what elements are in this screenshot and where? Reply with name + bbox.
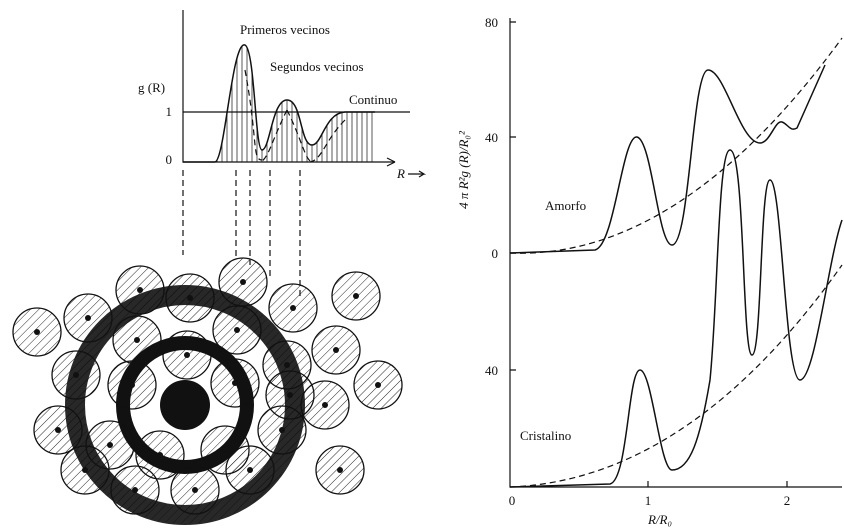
atom-center <box>137 287 143 293</box>
right-plot: 80 40 0 40 0 1 2 R/R₀ 4 π R²g (R)/R₀² Am… <box>456 15 843 527</box>
axes <box>509 18 842 488</box>
atom-center <box>234 327 240 333</box>
atom-center <box>107 442 113 448</box>
atom-center <box>129 382 135 388</box>
y-label: g (R) <box>138 80 165 95</box>
atom-center <box>290 305 296 311</box>
g-curve <box>183 44 375 163</box>
atom-center <box>192 487 198 493</box>
atom-center <box>55 427 61 433</box>
atom-arrangement <box>12 257 403 525</box>
atom-center <box>287 392 293 398</box>
atom-center <box>132 487 138 493</box>
atom-center <box>82 467 88 473</box>
y-tick-label: 80 <box>485 15 498 30</box>
x-label: R/R₀ <box>647 512 672 527</box>
atom-center <box>333 347 339 353</box>
x-tick-label: 1 <box>645 493 652 508</box>
y-tick-label: 40 <box>485 363 498 378</box>
atom-center <box>337 467 343 473</box>
atom-center <box>284 362 290 368</box>
atom-center <box>134 337 140 343</box>
x-tick-label: 0 <box>509 493 516 508</box>
annotation: Continuo <box>349 92 397 107</box>
parabola <box>509 37 843 254</box>
atom-center <box>375 382 381 388</box>
atom-center <box>184 352 190 358</box>
atom-center <box>232 380 238 386</box>
y-tick-label: 1 <box>166 104 173 119</box>
parabola <box>509 264 843 488</box>
atom-center <box>279 427 285 433</box>
y-tick-label: 0 <box>492 246 499 261</box>
atom-center <box>353 293 359 299</box>
y-tick-label: 40 <box>485 130 498 145</box>
y-tick-label: 0 <box>166 152 173 167</box>
guide-lines <box>182 170 301 298</box>
amorphous-curve <box>509 64 826 254</box>
curve-label: Cristalino <box>520 428 571 443</box>
curve-label: Amorfo <box>545 198 586 213</box>
atom-center <box>322 402 328 408</box>
central-atom <box>160 380 210 430</box>
y-label: 4 π R²g (R)/R₀² <box>456 130 471 209</box>
atom-center <box>222 447 228 453</box>
atom-center <box>157 452 163 458</box>
atom-center <box>247 467 253 473</box>
left-plot: g (R) 1 0 R Primeros vecinos Segundos ve… <box>138 10 427 298</box>
x-label: R <box>396 166 405 181</box>
atom-center <box>34 329 40 335</box>
annotation: Primeros vecinos <box>240 22 330 37</box>
atom-center <box>240 279 246 285</box>
ticks <box>510 21 788 487</box>
crystalline-curve <box>509 149 843 488</box>
x-tick-label: 2 <box>784 493 791 508</box>
annotation: Segundos vecinos <box>270 59 364 74</box>
atom-center <box>187 295 193 301</box>
atom-center <box>85 315 91 321</box>
atom-center <box>73 372 79 378</box>
